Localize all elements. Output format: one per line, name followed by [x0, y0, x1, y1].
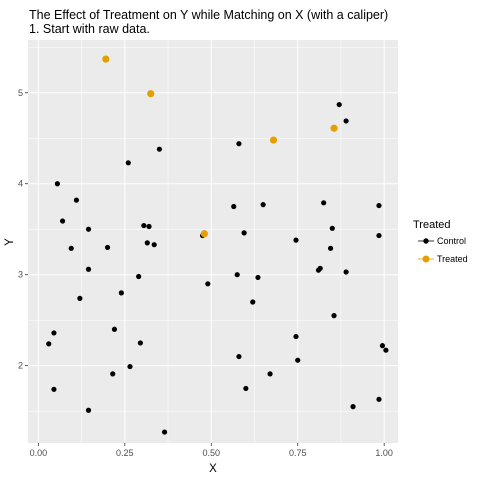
- control-point: [51, 330, 57, 336]
- control-point: [77, 295, 83, 301]
- control-point: [343, 118, 349, 124]
- control-point: [250, 299, 256, 305]
- control-point: [329, 225, 335, 231]
- control-point: [241, 230, 247, 236]
- control-point: [205, 281, 211, 287]
- control-point: [85, 266, 92, 272]
- control-point: [343, 269, 349, 275]
- control-point: [127, 363, 133, 370]
- control-point: [59, 218, 66, 224]
- control-point: [234, 272, 240, 278]
- chart-title: The Effect of Treatment on Y while Match…: [29, 8, 388, 22]
- control-point: [376, 396, 382, 402]
- y-tick-label: 2: [18, 361, 23, 371]
- treated-point: [269, 136, 278, 144]
- control-point: [85, 226, 92, 232]
- control-point: [293, 333, 299, 340]
- legend-label-control: Control: [437, 236, 466, 246]
- control-point: [85, 407, 92, 413]
- y-tick-label: 3: [18, 270, 23, 280]
- control-point: [46, 341, 52, 347]
- control-point: [151, 242, 157, 248]
- control-point: [156, 146, 163, 152]
- control-point: [243, 385, 249, 392]
- legend-item-control: Control: [418, 236, 466, 246]
- control-point: [231, 203, 237, 210]
- y-tick-label: 5: [18, 88, 23, 98]
- x-tick-label: 0.25: [116, 448, 134, 458]
- legend-title: Treated: [413, 219, 451, 231]
- control-point: [293, 237, 299, 243]
- y-axis: 2 3 4 5: [18, 88, 28, 371]
- control-point: [350, 404, 356, 410]
- data-points: [46, 55, 389, 435]
- grid-lines: [28, 40, 398, 443]
- control-point: [336, 101, 342, 108]
- y-axis-title: Y: [4, 238, 16, 246]
- control-point: [161, 429, 168, 435]
- control-point: [144, 240, 150, 246]
- control-point: [321, 200, 327, 206]
- control-point: [317, 265, 323, 271]
- control-point: [376, 202, 382, 209]
- treated-point: [200, 230, 208, 238]
- x-tick-label: 0.00: [30, 448, 48, 458]
- treated-point: [330, 124, 338, 132]
- x-axis-title: X: [209, 463, 217, 475]
- x-tick-label: 0.50: [203, 448, 221, 458]
- control-point: [376, 232, 382, 239]
- x-tick-label: 1.00: [375, 448, 393, 458]
- control-point: [137, 340, 143, 346]
- x-tick-label: 0.75: [289, 448, 307, 458]
- control-point: [327, 245, 334, 251]
- y-tick-label: 4: [18, 179, 23, 189]
- plot-panel: [28, 40, 398, 443]
- control-point: [236, 141, 242, 147]
- control-point: [110, 371, 116, 377]
- treated-point: [102, 55, 110, 63]
- control-point: [267, 371, 273, 377]
- legend: Treated Control Treated: [413, 219, 468, 264]
- treated-point: [147, 90, 155, 98]
- control-point: [255, 274, 261, 281]
- legend-label-treated: Treated: [437, 254, 468, 264]
- control-point: [236, 353, 242, 360]
- control-point: [141, 222, 147, 229]
- control-point: [383, 347, 389, 353]
- control-point: [73, 197, 80, 203]
- control-point: [136, 273, 142, 280]
- legend-key-dot: [423, 238, 429, 244]
- legend-item-treated: Treated: [418, 254, 468, 264]
- control-point: [146, 223, 152, 230]
- control-point: [260, 202, 266, 208]
- control-point: [118, 290, 124, 296]
- control-point: [331, 313, 337, 319]
- control-point: [68, 245, 74, 251]
- control-point: [104, 244, 111, 251]
- chart-subtitle: 1. Start with raw data.: [29, 22, 150, 36]
- control-point: [54, 181, 60, 187]
- x-axis: 0.00 0.25 0.50 0.75 1.00: [30, 443, 393, 458]
- control-point: [125, 160, 131, 166]
- control-point: [295, 357, 301, 363]
- control-point: [379, 343, 386, 349]
- control-point: [111, 326, 118, 332]
- legend-key-dot: [422, 255, 430, 263]
- control-point: [51, 386, 57, 392]
